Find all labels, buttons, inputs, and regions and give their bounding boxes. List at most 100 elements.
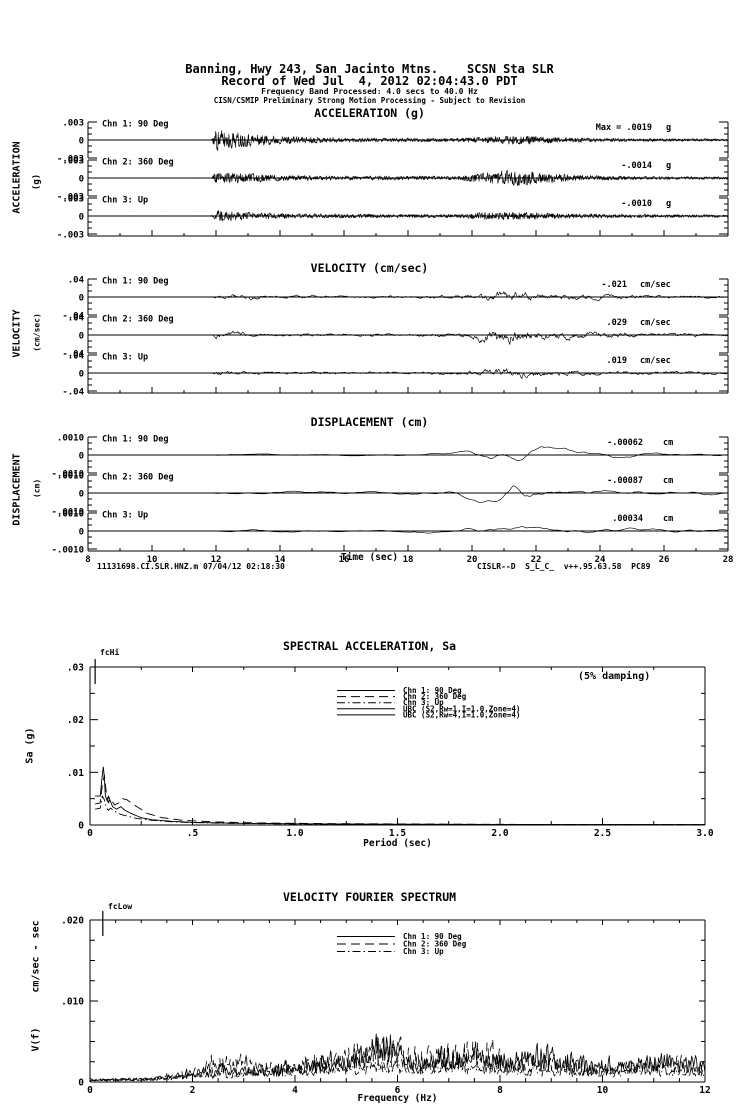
ytick-label: -.04 bbox=[62, 350, 84, 360]
max-value: .029 bbox=[607, 318, 627, 328]
spectral_acceleration-chart: .03 .02 .01 00 .5 1.0 1.5 2.0 2.5 3.0 Chn 1: 90 De… bbox=[67, 659, 714, 839]
time-tick-label: 10 bbox=[147, 555, 158, 565]
ytick-label: 0 bbox=[79, 452, 84, 462]
xtick-label: 1.5 bbox=[389, 828, 406, 839]
waveform-displacement-chn3 bbox=[88, 526, 729, 534]
displacement-ylabel-unit: (cm) bbox=[32, 478, 42, 499]
ytick-label: 0 bbox=[79, 332, 84, 342]
acceleration-ylabel-unit: (g) bbox=[32, 173, 43, 191]
max-unit: cm/sec bbox=[640, 280, 671, 290]
time-tick-label: 20 bbox=[467, 555, 478, 565]
ytick-label: .003 bbox=[62, 157, 84, 167]
time-tick-label: 28 bbox=[723, 555, 734, 565]
max-unit: g bbox=[666, 123, 671, 133]
ytick-label: 0 bbox=[79, 490, 84, 500]
time-tick-label: 22 bbox=[531, 555, 542, 565]
waveform-displacement-chn1 bbox=[88, 446, 729, 461]
record-datetime: Record of Wed Jul 4, 2012 02:04:43.0 PDT bbox=[221, 74, 518, 88]
ytick-label: 0 bbox=[78, 821, 84, 832]
ytick-label: -.04 bbox=[62, 388, 84, 398]
legend-label: Chn 2: 360 Deg bbox=[403, 692, 467, 701]
displacement-title: DISPLACEMENT (cm) bbox=[310, 415, 429, 429]
sa-curve-2 bbox=[95, 774, 706, 826]
spectral-acceleration-title: SPECTRAL ACCELERATION, Sa bbox=[282, 639, 457, 653]
channel-label: Chn 1: 90 Deg bbox=[102, 435, 169, 445]
waveform-velocity-chn3 bbox=[88, 368, 729, 379]
waveform-acceleration-chn2 bbox=[88, 169, 729, 186]
waveform-acceleration-chn1 bbox=[88, 130, 729, 152]
ytick-label: -.003 bbox=[57, 193, 84, 203]
max-unit: cm bbox=[663, 438, 673, 448]
max-value: Max = .0019 bbox=[596, 123, 652, 133]
frequency-band-note: Frequency Band Processed: 4.0 secs to 40… bbox=[261, 87, 478, 96]
waveform-displacement-chn2 bbox=[88, 485, 729, 504]
ytick-label: .04 bbox=[68, 276, 85, 286]
velocity-chart: .04 0 -.04 Chn 1: 90 Deg -.021 cm/sec .04 0 -.04… bbox=[62, 276, 729, 398]
xtick-label: 4 bbox=[292, 1085, 298, 1096]
displacement-ylabel: DISPLACEMENT bbox=[11, 453, 23, 526]
waveform-velocity-chn1 bbox=[88, 291, 729, 302]
xtick-label: 12 bbox=[699, 1085, 710, 1096]
xtick-label: 2 bbox=[190, 1085, 196, 1096]
ytick-label: .0010 bbox=[57, 472, 84, 482]
velocity-title: VELOCITY (cm/sec) bbox=[310, 261, 429, 275]
legend-label: UBC (S2,Rw=1,I=1.0,Zone=4) bbox=[403, 704, 520, 713]
ytick-label: 0 bbox=[79, 528, 84, 538]
acceleration-title: ACCELERATION (g) bbox=[314, 106, 425, 120]
ytick-label: -.003 bbox=[57, 155, 84, 165]
legend-label: Chn 1: 90 Deg bbox=[403, 932, 462, 941]
time-tick-label: 14 bbox=[275, 555, 286, 565]
channel-label: Chn 1: 90 Deg bbox=[102, 277, 169, 287]
legend-label: Chn 3: Up bbox=[403, 947, 444, 956]
ytick-label: -.04 bbox=[62, 312, 84, 322]
legend-label: Chn 3: Up bbox=[403, 698, 444, 707]
waveform-acceleration-chn3 bbox=[88, 210, 729, 222]
channel-label: Chn 3: Up bbox=[102, 353, 148, 363]
channel-label: Chn 3: Up bbox=[102, 511, 148, 521]
ytick-label: 0 bbox=[78, 1078, 84, 1089]
legend-label: Chn 1: 90 Deg bbox=[403, 686, 462, 695]
max-unit: cm/sec bbox=[640, 356, 671, 366]
displacement-chart: .0010 0 -.0010 Chn 1: 90 Deg -.00062 cm .0010 0… bbox=[51, 434, 733, 566]
sa-ylabel: Sa (g) bbox=[24, 727, 36, 764]
xtick-label: 0 bbox=[87, 828, 93, 839]
damping-note: (5% damping) bbox=[578, 671, 651, 682]
time-axis-label: Time (sec) bbox=[340, 552, 399, 563]
max-value: -.021 bbox=[601, 280, 627, 290]
xtick-label: 1.0 bbox=[286, 828, 303, 839]
channel-label: Chn 1: 90 Deg bbox=[102, 120, 169, 130]
ytick-label: 0 bbox=[79, 175, 84, 185]
record-id-footer: 11131698.CI.SLR.HNZ.m 07/04/12 02:18:30 bbox=[97, 562, 285, 571]
sa-curve-3 bbox=[95, 795, 706, 826]
processing-disclaimer: CISN/CSMIP Preliminary Strong Motion Pro… bbox=[213, 96, 526, 105]
processing-code-footer: CISLR--D S_L_C_ v++.95.63.58 PC89 bbox=[477, 562, 651, 571]
report-title: Banning, Hwy 243, San Jacinto Mtns. SCSN… bbox=[185, 62, 554, 76]
time-tick-label: 12 bbox=[211, 555, 222, 565]
time-tick-label: 18 bbox=[403, 555, 414, 565]
channel-label: Chn 2: 360 Deg bbox=[102, 315, 174, 325]
max-value: -.0014 bbox=[621, 161, 652, 171]
xtick-label: 0 bbox=[87, 1085, 93, 1096]
vf-ylabel-unit: cm/sec - sec bbox=[30, 920, 42, 993]
ytick-label: 0 bbox=[79, 213, 84, 223]
ytick-label: 0 bbox=[79, 370, 84, 380]
time-tick-label: 26 bbox=[659, 555, 670, 565]
vf-curve-3 bbox=[89, 1056, 706, 1082]
channel-label: Chn 2: 360 Deg bbox=[102, 473, 174, 483]
max-value: .019 bbox=[607, 356, 627, 366]
vf-curve-1 bbox=[89, 1033, 706, 1082]
ytick-label: 0 bbox=[79, 137, 84, 147]
ytick-label: .020 bbox=[61, 916, 84, 927]
time-tick-label: 24 bbox=[595, 555, 606, 565]
channel-label: Chn 3: Up bbox=[102, 196, 148, 206]
ytick-label: .0010 bbox=[57, 510, 84, 520]
max-unit: g bbox=[666, 161, 671, 171]
ytick-label: .010 bbox=[61, 997, 84, 1008]
ytick-label: .0010 bbox=[57, 434, 84, 444]
frequency-axis-label: Frequency (Hz) bbox=[357, 1093, 438, 1104]
time-tick-label: 8 bbox=[85, 555, 90, 565]
xtick-label: 10 bbox=[597, 1085, 609, 1096]
max-unit: cm bbox=[663, 514, 673, 524]
